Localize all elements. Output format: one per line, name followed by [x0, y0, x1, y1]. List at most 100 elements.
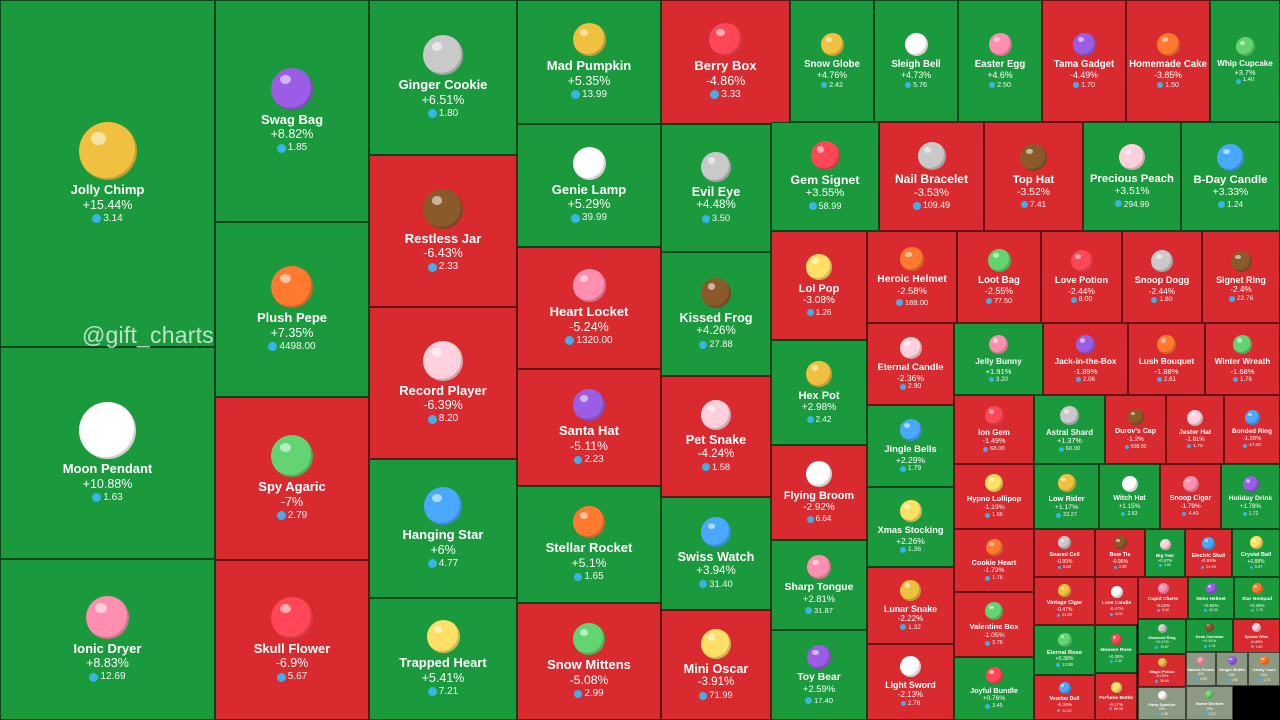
gift-tile[interactable]: Hanging Star +6% 4.77 [369, 459, 517, 598]
gift-tile[interactable]: Jack-in-the-Box -1.89% 2.06 [1043, 323, 1128, 395]
gift-tile[interactable]: Snow Mittens -5.08% 2.99 [517, 603, 661, 720]
gift-tile[interactable]: Plush Pepe +7.35% 4498.00 [215, 222, 369, 397]
gift-tile[interactable]: Swag Bag +8.82% 1.85 [215, 0, 369, 222]
gift-tile[interactable]: Light Sword -2.13% 2.76 [867, 644, 954, 720]
gift-tile[interactable]: Easter Egg +4.6% 2.50 [958, 0, 1042, 122]
gift-tile[interactable]: Homemade Cake -3.85% 1.50 [1126, 0, 1210, 122]
gift-tile[interactable]: Electric Skull -0.93% 24.98 [1185, 529, 1232, 577]
gift-price: 1.76 [1233, 376, 1252, 383]
gift-tile[interactable]: Ionic Dryer +8.83% 12.69 [0, 559, 215, 720]
gift-price-value: 8.00 [1078, 295, 1093, 303]
gift-tile[interactable]: Witch Hat +1.15% 2.63 [1099, 464, 1160, 529]
gift-name: Heroic Helmet [877, 274, 947, 286]
gift-tile[interactable]: Hex Pot +2.98% 2.42 [771, 340, 867, 445]
gift-tile[interactable]: Astral Shard +1.37% 60.00 [1034, 395, 1105, 464]
gift-tile[interactable]: Snared Cell -0.99% 8.00 [1034, 529, 1095, 577]
gift-tile[interactable]: Bow Tie -0.96% 3.38 [1095, 529, 1145, 577]
gift-tile[interactable]: Sleigh Bell +4.73% 5.76 [874, 0, 958, 122]
gift-tile[interactable]: Mini Oscar -3.91% 71.99 [661, 610, 771, 720]
gift-tile[interactable]: Santa Hat -5.11% 2.23 [517, 369, 661, 486]
gift-tile[interactable]: Restless Jar -6.43% 2.33 [369, 155, 517, 307]
gift-tile[interactable]: Eternal Rose +0.38% 13.99 [1034, 625, 1095, 675]
gift-tile[interactable]: Mousse Rose +0.28% 2.49 [1095, 625, 1137, 673]
gift-icon [1205, 583, 1217, 595]
gift-tile[interactable]: Crystal Ball +0.88% 3.47 [1232, 529, 1280, 577]
gift-name: Cupid Charm [1147, 597, 1179, 603]
gift-tile[interactable]: Lol Pop -3.08% 1.26 [771, 231, 867, 340]
gift-tile[interactable]: Berry Box -4.86% 3.33 [661, 0, 790, 124]
gift-tile[interactable]: Party Sparkler 0% 1.45 [1138, 687, 1186, 720]
gift-tile[interactable]: Cupid Charm -0.22% 9.00 [1138, 577, 1188, 619]
gift-tile[interactable]: Tama Gadget -4.49% 1.70 [1042, 0, 1126, 122]
gift-tile[interactable]: Toy Bear +2.59% 17.40 [771, 630, 867, 720]
gift-tile[interactable]: Record Player -6.39% 8.20 [369, 307, 517, 459]
gift-tile[interactable]: Voodoo Doll -0.26% 11.50 [1034, 675, 1095, 720]
gift-tile[interactable]: Neko Helmet +0.92% 20.00 [1188, 577, 1234, 619]
gift-tile[interactable]: Desk Calendar +0.51% 1.34 [1186, 619, 1233, 652]
gift-tile[interactable]: Spiced Wine -0.49% 1.80 [1233, 619, 1280, 653]
gift-tile[interactable]: Big Year +0.67% 1.80 [1145, 529, 1185, 577]
gift-tile[interactable]: Candy Cane 0% 1.72 [1248, 652, 1280, 686]
gift-tile[interactable]: Sharp Tongue +2.81% 31.87 [771, 540, 867, 630]
gift-tile[interactable]: Evil Eye +4.48% 3.50 [661, 124, 771, 252]
gift-tile[interactable]: Winter Wreath -1.68% 1.76 [1205, 323, 1280, 395]
gift-tile[interactable]: Bonded Ring -1.28% 47.00 [1224, 395, 1280, 464]
gift-tile[interactable]: Moon Pendant +10.88% 1.63 [0, 347, 215, 559]
gift-tile[interactable]: Stellar Rocket +5.1% 1.65 [517, 486, 661, 603]
gift-tile[interactable]: Xmas Stocking +2.26% 1.36 [867, 487, 954, 567]
gift-tile[interactable]: Low Rider +1.17% 23.27 [1034, 464, 1099, 529]
gift-name: Winter Wreath [1214, 357, 1271, 367]
gift-tile[interactable]: Lush Bouquet -1.88% 2.61 [1128, 323, 1205, 395]
gift-tile[interactable]: Vintage Cigar -0.47% 21.00 [1034, 577, 1095, 625]
gift-tile[interactable]: Gem Signet +3.55% 58.99 [771, 122, 879, 231]
gift-tile[interactable]: Mad Pumpkin +5.35% 13.99 [517, 0, 661, 124]
gift-tile[interactable]: Jester Hat -1.81% 1.70 [1166, 395, 1224, 464]
gift-tile[interactable]: Ginger Cookie +6.51% 1.80 [369, 0, 517, 155]
gift-tile[interactable]: Loot Bag -2.55% 77.50 [957, 231, 1041, 323]
gift-tile[interactable]: Snoop Cigar -1.79% 4.40 [1160, 464, 1221, 529]
gift-tile[interactable]: Snow Globe +4.76% 2.42 [790, 0, 874, 122]
gift-tile[interactable]: Pet Snake -4.24% 1.58 [661, 376, 771, 497]
gift-tile[interactable]: Ion Gem -1.49% 68.00 [954, 395, 1034, 464]
gift-tile[interactable]: Ginger Muffin 0% 1.90 [1216, 652, 1248, 686]
gift-tile[interactable]: B-Day Candle +3.33% 1.24 [1181, 122, 1280, 231]
gift-tile[interactable]: Sweet Sherbet 0% 3.10 [1186, 686, 1233, 720]
ton-diamond-icon [1235, 78, 1241, 84]
gift-price-value: 17.40 [813, 695, 834, 705]
gift-tile[interactable]: Nail Bracelet -3.53% 109.49 [879, 122, 984, 231]
gift-tile[interactable]: Flying Broom -2.92% 6.64 [771, 445, 867, 540]
gift-tile[interactable]: Whip Cupcake +3.7% 1.40 [1210, 0, 1280, 122]
gift-tile[interactable]: Sakura Flower 0% 3.50 [1186, 652, 1216, 686]
gift-tile[interactable]: Eternal Candle -2.36% 2.90 [867, 323, 954, 405]
gift-tile[interactable]: Skull Flower -6.9% 5.67 [215, 560, 369, 720]
gift-tile[interactable]: Hypno Lollipop -1.19% 1.66 [954, 464, 1034, 529]
gift-tile[interactable]: Cookie Heart -1.73% 1.76 [954, 529, 1034, 592]
gift-tile[interactable]: Valentine Box -1.05% 3.76 [954, 592, 1034, 657]
gift-tile[interactable]: Jingle Bells +2.29% 1.79 [867, 405, 954, 487]
gift-tile[interactable]: Durov's Cap -1.2% 508.00 [1105, 395, 1166, 464]
gift-tile[interactable]: Lunar Snake -2.22% 1.32 [867, 567, 954, 644]
gift-price-value: 1.36 [907, 545, 922, 553]
gift-tile[interactable]: Snoop Dogg -2.44% 1.80 [1122, 231, 1202, 323]
gift-tile[interactable]: Precious Peach +3.51% 294.99 [1083, 122, 1181, 231]
gift-tile[interactable]: Genie Lamp +5.29% 39.99 [517, 124, 661, 247]
gift-tile[interactable]: Love Candle -0.47% 6.09 [1095, 577, 1138, 625]
gift-tile[interactable]: Kissed Frog +4.26% 27.88 [661, 252, 771, 376]
gift-tile[interactable]: Joyful Bundle +0.76% 3.45 [954, 657, 1034, 720]
gift-tile[interactable]: Star Notepad +0.46% 1.75 [1234, 577, 1280, 619]
gift-tile[interactable]: Love Potion -2.44% 8.00 [1041, 231, 1122, 323]
gift-change: -6.39% [423, 398, 463, 413]
gift-tile[interactable]: Perfume Bottle -0.17% 59.90 [1095, 673, 1137, 720]
gift-tile[interactable]: Magic Potion -0.03% 38.99 [1138, 654, 1186, 687]
gift-tile[interactable]: Signet Ring -2.4% 22.76 [1202, 231, 1280, 323]
gift-tile[interactable]: Holiday Drink +1.78% 1.72 [1221, 464, 1280, 529]
gift-tile[interactable]: Swiss Watch +3.94% 31.40 [661, 497, 771, 610]
gift-tile[interactable]: Jelly Bunny +1.91% 3.20 [954, 323, 1043, 395]
gift-tile[interactable]: Top Hat -3.52% 7.41 [984, 122, 1083, 231]
gift-tile[interactable]: Spy Agaric -7% 2.79 [215, 397, 369, 560]
gift-tile[interactable]: Jolly Chimp +15.44% 3.14 [0, 0, 215, 347]
gift-tile[interactable]: Heart Locket -5.24% 1320.00 [517, 247, 661, 369]
gift-tile[interactable]: Diamond Ring +0.17% 10.87 [1138, 619, 1186, 654]
gift-tile[interactable]: Trapped Heart +5.41% 7.21 [369, 598, 517, 720]
gift-tile[interactable]: Heroic Helmet -2.58% 188.00 [867, 231, 957, 323]
